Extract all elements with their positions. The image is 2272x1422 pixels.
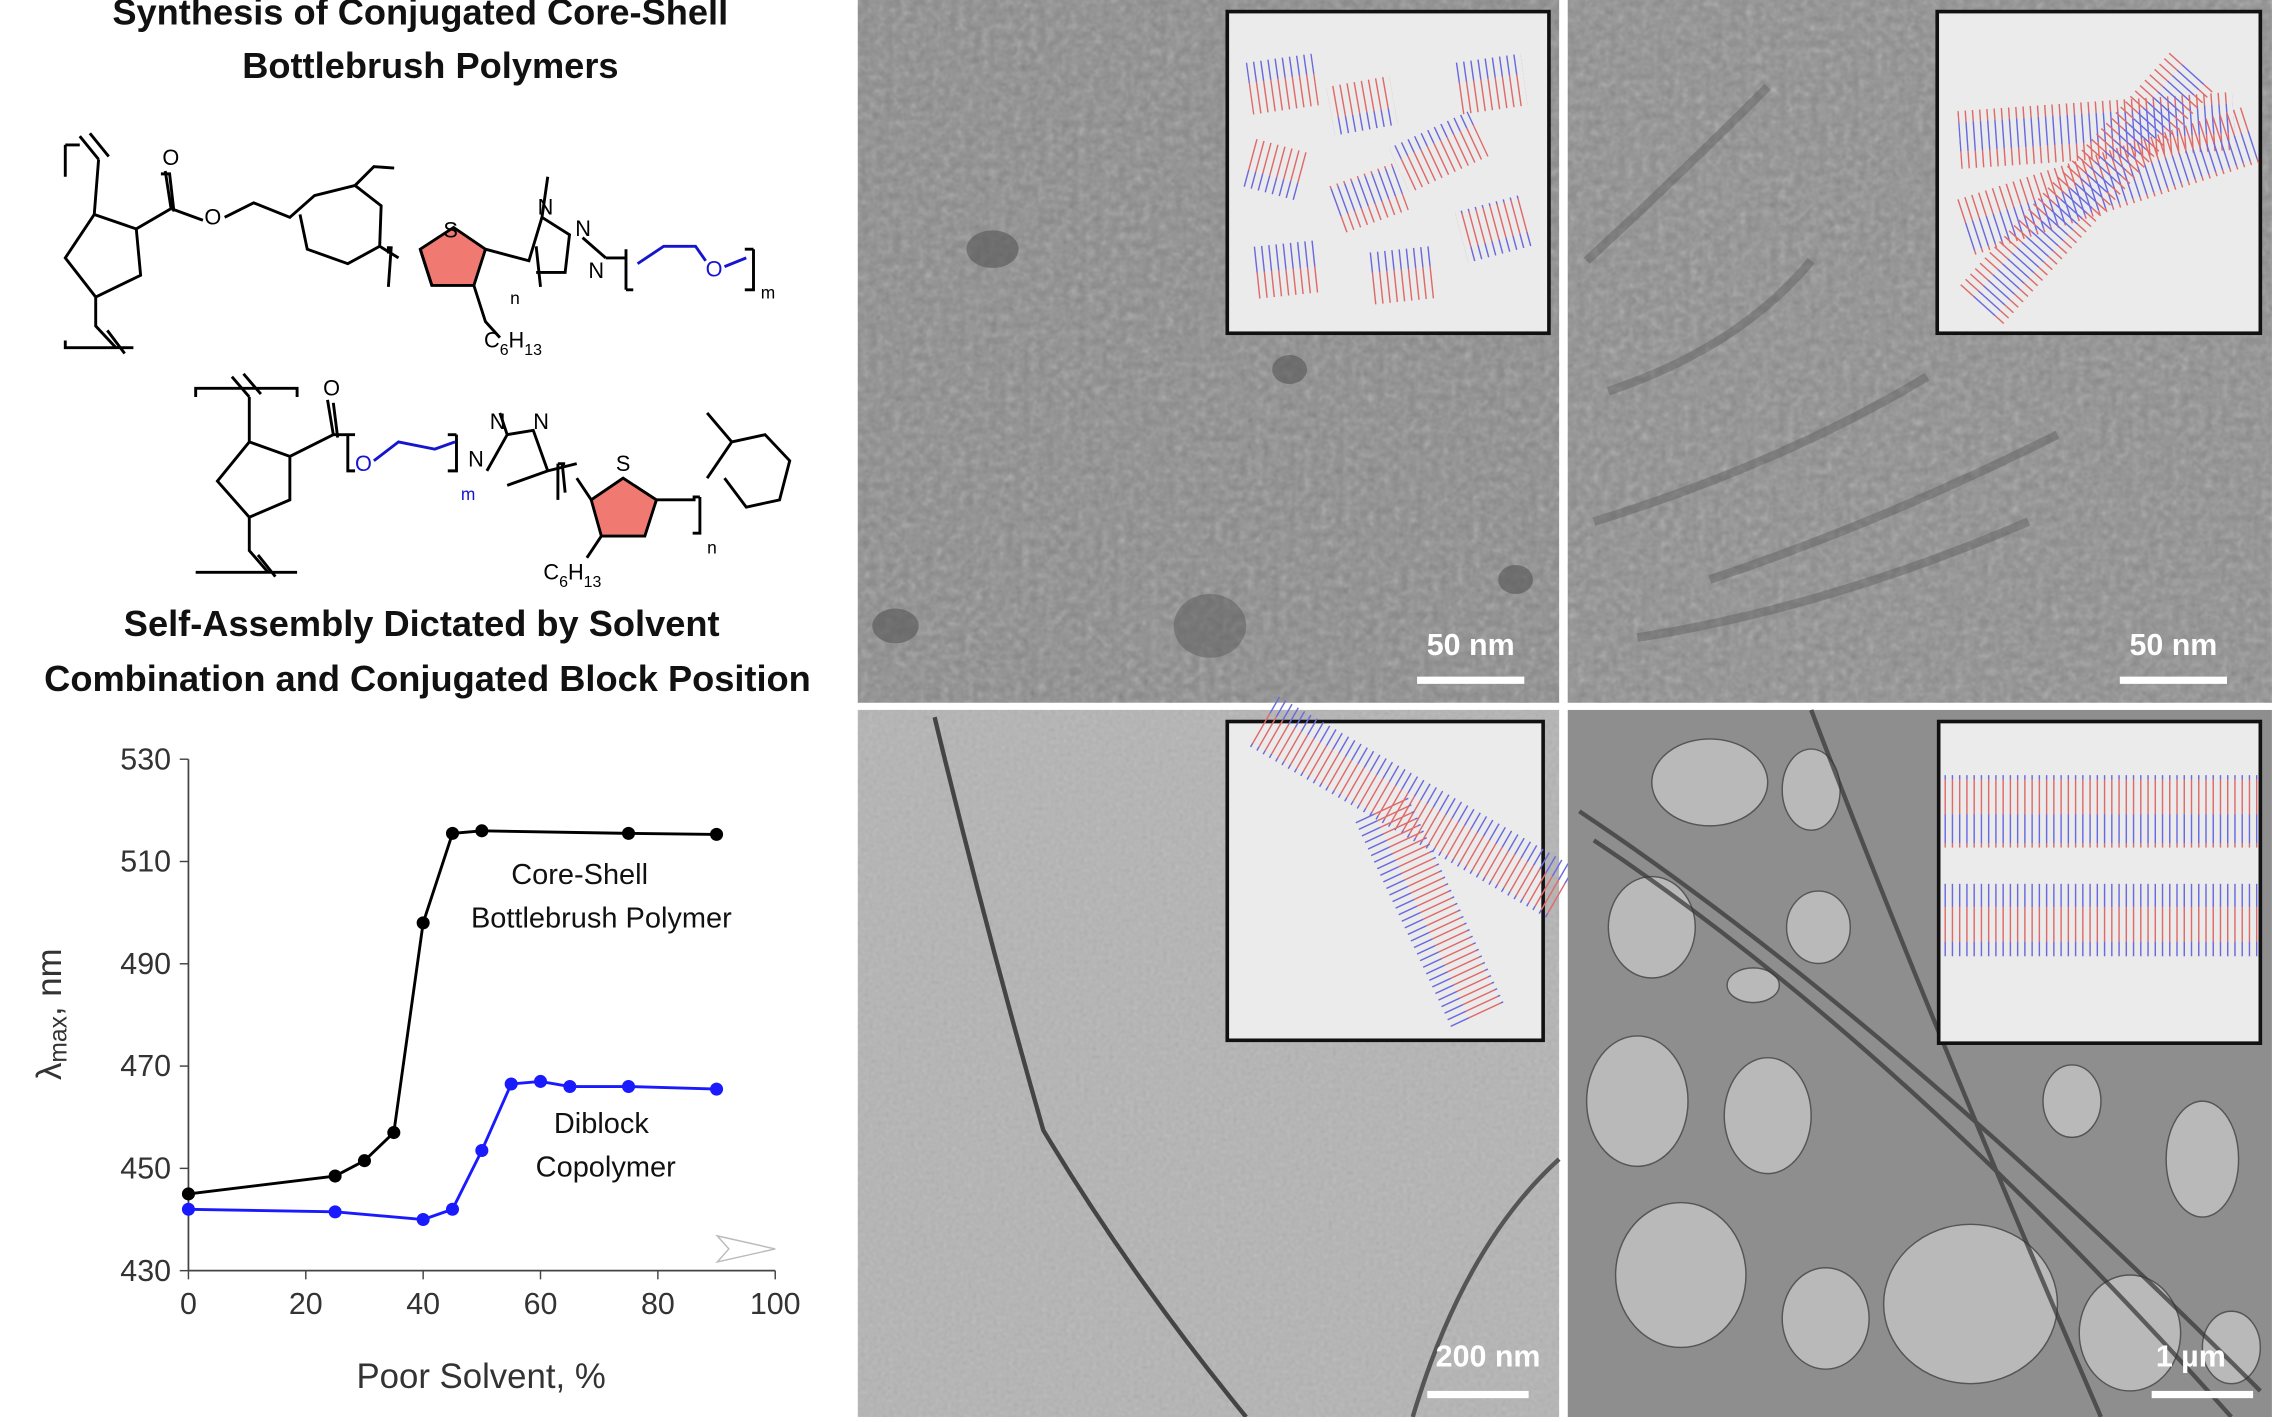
y-axis-label-part: λ: [31, 1062, 69, 1080]
atom: N: [588, 258, 604, 283]
atom: O: [706, 257, 723, 282]
molecule-bottom: O O m N N N S n C6H13: [194, 372, 792, 591]
data-point: [416, 1212, 430, 1227]
title: Synthesis of Conjugated Core-Shell: [112, 0, 728, 33]
x-tick-label: 60: [524, 1287, 558, 1321]
data-point: [387, 1126, 401, 1140]
atom: C6H13: [543, 560, 601, 591]
x-axis-label: Poor Solvent, %: [356, 1358, 605, 1396]
data-point: [533, 1074, 548, 1088]
atom: O: [323, 376, 340, 401]
arrow-glyph: [715, 1234, 776, 1264]
data-point: [181, 1187, 195, 1201]
micrograph-bottom-left: 200 nm: [857, 695, 1578, 1419]
y-tick-label: 530: [120, 742, 171, 776]
x-tick-label: 20: [289, 1287, 323, 1321]
data-point: [504, 1077, 518, 1091]
data-point: [710, 1082, 724, 1096]
y-axis-label: λmax, nm: [31, 948, 73, 1080]
annotation: Core-Shell: [511, 859, 648, 891]
y-tick-label: 510: [120, 845, 171, 879]
y-tick-label: 470: [120, 1049, 171, 1083]
y-axis-label-part: , nm: [31, 948, 69, 1016]
data-point: [357, 1154, 371, 1168]
scale-bar-label: 200 nm: [1436, 1339, 1541, 1373]
subtitle: Self-Assembly Dictated by Solvent: [124, 603, 720, 644]
scale-bar-label: 1 µm: [2156, 1339, 2226, 1373]
y-axis-label-part: max: [46, 1015, 73, 1062]
data-point: [181, 1202, 195, 1216]
atom: O: [162, 145, 179, 170]
chart: 430 450 470 490 510 530 0 20 40 60 80 100 Poor Solve…: [31, 742, 801, 1396]
title: Bottlebrush Polymers: [242, 45, 618, 86]
data-point: [416, 916, 430, 930]
annotation: Copolymer: [536, 1151, 676, 1183]
molecule-top: O O S N N N n O m C6H13: [63, 132, 775, 359]
annotation: Diblock: [554, 1108, 649, 1140]
data-point: [328, 1169, 342, 1183]
x-tick-label: 100: [750, 1287, 801, 1321]
atom: n: [707, 537, 717, 557]
atom: C6H13: [484, 328, 542, 359]
atom: N: [533, 409, 549, 434]
data-point: [445, 826, 460, 840]
atom: n: [510, 288, 520, 308]
data-point: [622, 1080, 636, 1094]
y-tick-label: 490: [120, 947, 171, 981]
data-point: [622, 826, 636, 840]
atom: O: [204, 205, 221, 230]
y-tick-label: 430: [120, 1254, 171, 1288]
x-tick-label: 0: [180, 1287, 197, 1321]
x-tick-label: 40: [406, 1287, 440, 1321]
atom: O: [355, 451, 372, 476]
data-point: [445, 1202, 460, 1216]
x-tick-label: 80: [641, 1287, 675, 1321]
micrograph-top-right: 50 nm: [1567, 0, 2272, 703]
atom: m: [761, 282, 775, 302]
scale-bar-label: 50 nm: [2129, 628, 2217, 662]
scale-bar-label: 50 nm: [1427, 628, 1515, 662]
atom: N: [490, 409, 506, 434]
y-tick-label: 450: [120, 1152, 171, 1186]
data-point: [563, 1080, 577, 1094]
data-point: [710, 827, 724, 841]
subtitle: Combination and Conjugated Block Positio…: [44, 658, 811, 699]
data-point: [328, 1205, 342, 1219]
atom: N: [538, 194, 554, 219]
atom: N: [575, 216, 591, 241]
data-point: [475, 1143, 489, 1157]
atom: N: [468, 447, 484, 472]
atom: m: [461, 484, 475, 504]
micrograph-top-left: 50 nm: [857, 0, 1560, 703]
series-line: [188, 1079, 717, 1221]
data-point: [475, 824, 489, 838]
micrograph-bottom-right: 1 µm: [1567, 709, 2272, 1419]
atom: S: [616, 451, 631, 476]
atom: S: [443, 218, 457, 243]
annotation: Bottlebrush Polymer: [471, 902, 732, 934]
